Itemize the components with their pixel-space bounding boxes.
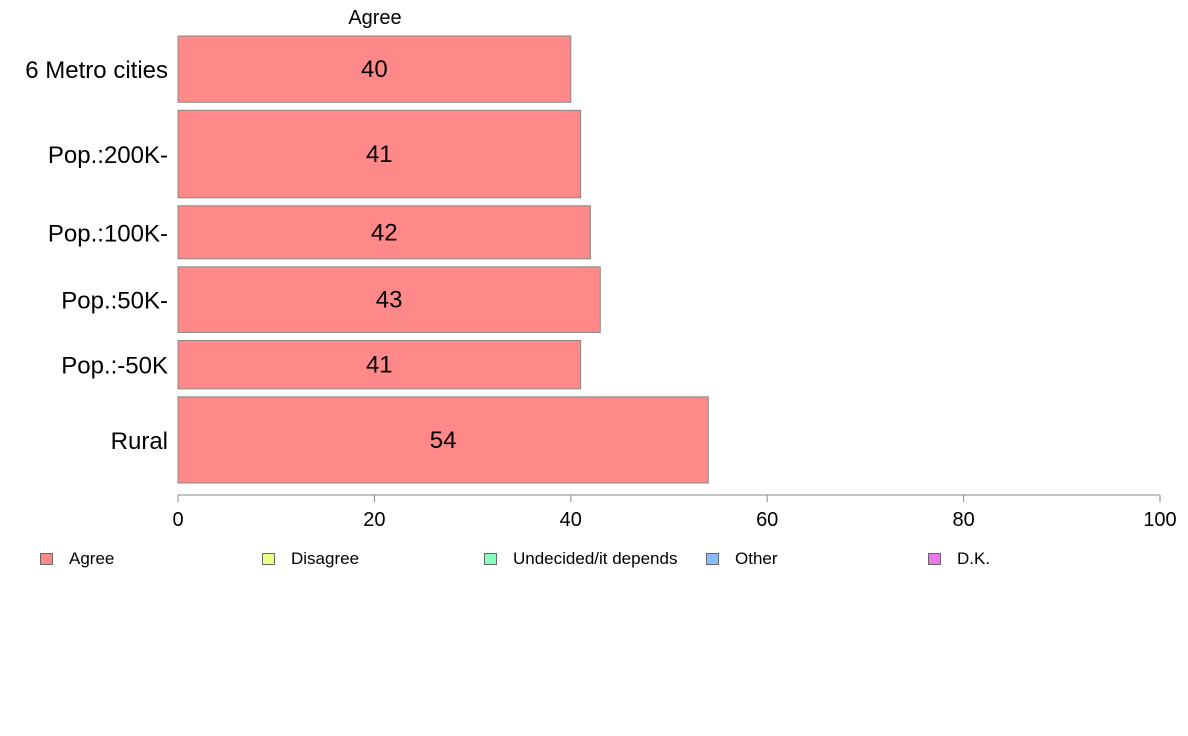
bar-value-label: 40 [361, 56, 388, 83]
bar-pop-100k [177, 205, 591, 260]
legend-swatch-disagree [262, 553, 275, 565]
legend-label-disagree: Disagree [291, 549, 360, 568]
bar-value-label: 54 [430, 427, 457, 454]
bar-pop-200k [177, 109, 582, 199]
chart-title: Agree [348, 7, 401, 29]
x-tick-label: 20 [363, 509, 385, 531]
legend-label-undecided: Undecided/it depends [513, 549, 678, 568]
bar-value-label: 41 [366, 141, 393, 168]
bar-value-label: 42 [371, 219, 398, 246]
legend-item-disagree: Disagree [262, 548, 359, 570]
legend-swatch-other [706, 553, 719, 565]
legend-item-other: Other [706, 548, 778, 570]
legend: Agree Disagree Undecided/it depends Othe… [0, 548, 1188, 572]
category-label: Pop.:100K- [48, 220, 168, 247]
category-label: Pop.:-50K [61, 353, 168, 380]
bar-rural [177, 396, 709, 484]
bar-pop-50k [177, 339, 582, 390]
x-tick-label: 0 [172, 509, 183, 531]
legend-item-dk: D.K. [928, 548, 990, 570]
x-tick-label: 80 [952, 509, 974, 531]
category-label: Pop.:200K- [48, 142, 168, 169]
legend-label-agree: Agree [69, 549, 115, 568]
category-label: Rural [111, 428, 168, 455]
bar-pop-50k [177, 266, 601, 333]
legend-label-other: Other [735, 549, 778, 568]
x-tick-label: 100 [1143, 509, 1176, 531]
category-label: Pop.:50K- [61, 288, 168, 315]
legend-swatch-agree [40, 553, 53, 565]
legend-item-undecided: Undecided/it depends [484, 548, 677, 570]
legend-label-dk: D.K. [957, 549, 991, 568]
legend-swatch-undecided [484, 553, 497, 565]
bar-value-label: 41 [366, 352, 393, 379]
legend-item-agree: Agree [40, 548, 114, 570]
x-tick-label: 60 [756, 509, 778, 531]
bar-chart: Agree 40 6 Metro cities 41 Pop.:200K- 42 Pop.… [25, 7, 1176, 531]
bar-value-label: 43 [376, 287, 403, 314]
x-tick-label: 40 [560, 509, 582, 531]
legend-swatch-dk [928, 553, 941, 565]
bar-6-metro-cities [177, 35, 572, 103]
category-label: 6 Metro cities [25, 57, 168, 84]
